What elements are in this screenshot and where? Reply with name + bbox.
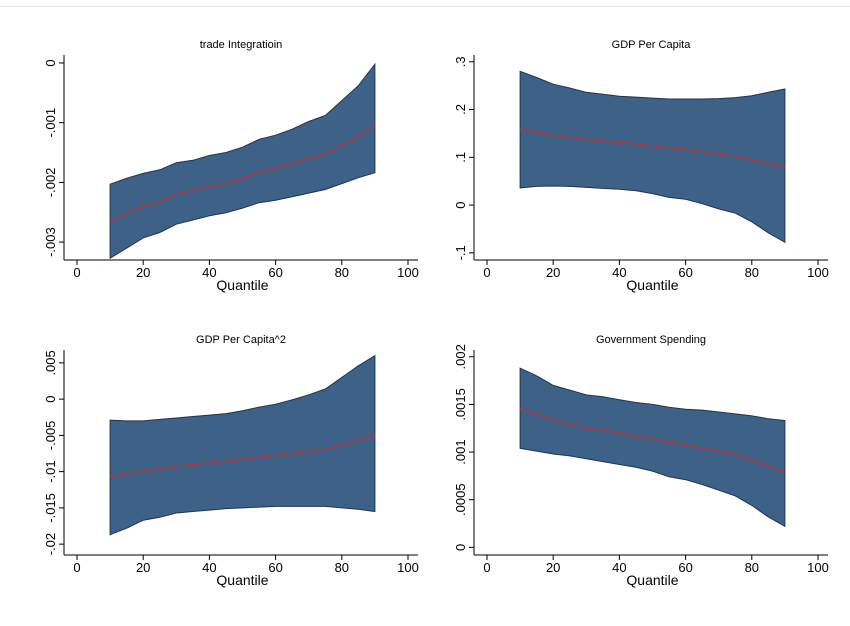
x-tick-label: 100	[807, 265, 829, 280]
x-axis-title: Quantile	[216, 572, 268, 588]
x-tick-label: 80	[335, 265, 349, 280]
panel-4: Government Spending 0 20 40 60 80 100 0 .0005 .00…	[453, 334, 829, 588]
y-tick-label: 0	[453, 544, 468, 551]
x-tick-label: 20	[546, 265, 560, 280]
confidence-band	[519, 367, 786, 528]
x-tick-label: 60	[268, 265, 282, 280]
panel-title: Government Spending	[596, 334, 706, 346]
x-tick-label: 40	[202, 265, 216, 280]
top-divider	[0, 6, 850, 7]
x-tick-label: 40	[612, 560, 626, 575]
x-tick-label: 100	[397, 265, 419, 280]
x-tick-label: 0	[483, 560, 490, 575]
y-tick-label: -.005	[43, 421, 58, 451]
x-axis-title: Quantile	[626, 277, 678, 293]
y-tick-label: -.003	[43, 227, 58, 257]
y-tick-label: .002	[453, 344, 468, 369]
confidence-band	[519, 70, 786, 244]
y-tick-label: .1	[453, 152, 468, 163]
y-tick-label: .2	[453, 104, 468, 115]
x-tick-label: 60	[678, 560, 692, 575]
y-tick-label: -.015	[43, 493, 58, 523]
y-tick-label: -.01	[43, 460, 58, 482]
x-tick-label: 60	[678, 265, 692, 280]
y-tick-label: .0015	[453, 388, 468, 421]
panel-title: GDP Per Capita	[612, 39, 692, 51]
x-axis-title: Quantile	[626, 572, 678, 588]
y-tick-label: -.02	[43, 533, 58, 555]
coefficient-line	[519, 407, 786, 473]
x-tick-label: 60	[268, 560, 282, 575]
y-tick-label: .001	[453, 439, 468, 464]
y-tick-label: .005	[43, 350, 58, 375]
confidence-band	[109, 62, 376, 260]
y-tick-label: -.1	[453, 245, 468, 260]
y-tick-label: 0	[43, 59, 58, 66]
y-tick-label: -.002	[43, 168, 58, 198]
coefficient-line	[109, 123, 376, 222]
x-tick-label: 80	[745, 560, 759, 575]
panel-2: GDP Per Capita 0 20 40 60 80 100 -.1 0 .1 .2 .3 Quan…	[453, 39, 829, 293]
coefficient-line	[109, 434, 376, 478]
x-tick-label: 40	[612, 265, 626, 280]
y-tick-label: -.001	[43, 108, 58, 138]
coefficient-line	[519, 128, 786, 168]
y-tick-label: 0	[453, 201, 468, 208]
panel-1: trade Integratioin 0 20 40 60 80 100 0 -.001 -.00…	[43, 39, 419, 293]
panel-title: GDP Per Capita^2	[196, 334, 286, 346]
x-tick-label: 0	[73, 265, 80, 280]
panel-3: GDP Per Capita^2 0 20 40 60 80 100 -.02 -.015 -.0…	[43, 334, 419, 588]
x-tick-label: 20	[136, 265, 150, 280]
x-tick-label: 100	[397, 560, 419, 575]
x-tick-label: 0	[73, 560, 80, 575]
x-tick-label: 80	[335, 560, 349, 575]
y-tick-label: .0005	[453, 483, 468, 516]
x-tick-label: 20	[546, 560, 560, 575]
confidence-band	[109, 354, 376, 536]
x-tick-label: 100	[807, 560, 829, 575]
x-axis-title: Quantile	[216, 277, 268, 293]
x-tick-label: 20	[136, 560, 150, 575]
x-tick-label: 40	[202, 560, 216, 575]
y-tick-label: .3	[453, 56, 468, 67]
x-tick-label: 0	[483, 265, 490, 280]
panel-title: trade Integratioin	[200, 39, 283, 51]
x-tick-label: 80	[745, 265, 759, 280]
y-tick-label: 0	[43, 395, 58, 402]
